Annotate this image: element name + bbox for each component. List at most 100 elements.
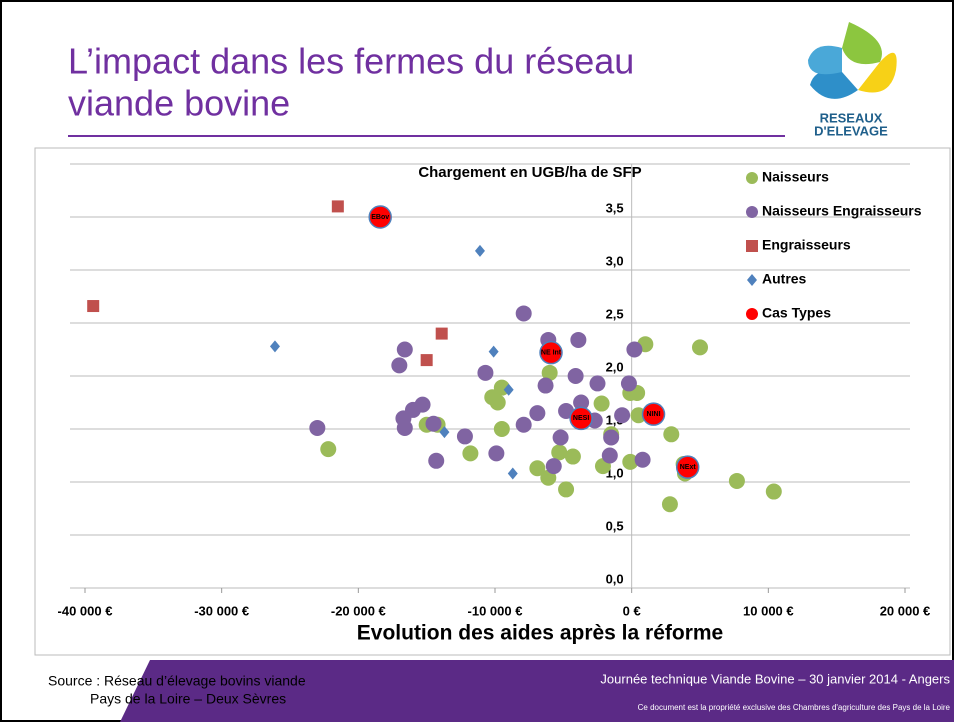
- logo-text: D'ELEVAGE: [814, 123, 888, 138]
- point: [269, 340, 280, 353]
- legend-swatch: [747, 274, 757, 286]
- point-label: EBov: [371, 214, 389, 221]
- point: [529, 460, 546, 477]
- point: [601, 447, 618, 464]
- logo: RESEAUX D'ELEVAGE: [808, 22, 897, 138]
- point: [570, 331, 587, 348]
- point: [558, 481, 575, 498]
- point: [396, 419, 413, 436]
- chart: 0,00,51,01,52,02,53,03,5-40 000 € -30 000…: [58, 163, 931, 645]
- legend-label: Engraisseurs: [762, 237, 851, 253]
- point: [589, 375, 606, 392]
- point: [567, 368, 584, 384]
- point: [414, 396, 431, 413]
- point: [488, 445, 505, 462]
- logo-petal: [858, 52, 897, 93]
- point: [614, 407, 631, 424]
- x-tick-label: -40 000 €: [58, 603, 113, 618]
- point: [593, 395, 610, 412]
- point: [539, 340, 563, 365]
- slide-title: viande bovine: [68, 83, 290, 124]
- point: [391, 357, 408, 374]
- point: [515, 416, 532, 433]
- point: [661, 496, 678, 513]
- x-axis-title: Evolution des aides après la réforme: [357, 622, 723, 645]
- point-label: NINI: [647, 411, 661, 418]
- footer-band: [120, 660, 954, 722]
- logo-text: RESEAUX: [820, 110, 883, 125]
- point: [564, 448, 581, 465]
- point: [515, 305, 532, 322]
- point: [552, 429, 569, 446]
- point: [529, 405, 546, 422]
- point: [484, 389, 501, 406]
- x-tick-label: 0 €: [623, 603, 641, 618]
- logo-petal: [842, 22, 882, 65]
- point: [641, 402, 666, 426]
- point: [545, 458, 562, 475]
- x-tick-label: -30 000 €: [194, 603, 249, 618]
- logo-petal: [810, 70, 858, 99]
- source: Pays de la Loire – Deux Sèvres: [90, 691, 286, 707]
- point: [507, 467, 518, 480]
- point: [474, 244, 485, 257]
- y-tick-label: 2,5: [606, 306, 624, 321]
- point: [728, 472, 745, 489]
- point-label: NE Int: [541, 350, 562, 357]
- point: [603, 429, 620, 446]
- point: [331, 200, 344, 213]
- slide-title: L’impact dans les fermes du réseau: [68, 41, 634, 82]
- point: [477, 364, 494, 381]
- legend-label: Naisseurs Engraisseurs: [762, 203, 922, 219]
- point: [425, 415, 442, 432]
- point: [626, 341, 643, 358]
- point: [622, 453, 639, 470]
- legend-label: Naisseurs: [762, 169, 829, 185]
- source: Source : Réseau d’élevage bovins viande: [48, 673, 306, 689]
- x-tick-label: -20 000 €: [331, 603, 386, 618]
- point: [439, 426, 450, 439]
- point-label: NExt: [680, 464, 697, 471]
- legend-swatch: [746, 308, 758, 320]
- y-tick-label: 0,5: [606, 518, 624, 533]
- legend-label: Cas Types: [762, 305, 831, 321]
- legend-swatch: [746, 206, 758, 218]
- logo-petal: [808, 45, 842, 75]
- x-tick-label: -10 000 €: [468, 603, 523, 618]
- point: [634, 451, 651, 468]
- point: [537, 377, 554, 394]
- point: [368, 205, 392, 229]
- y-tick-label: 3,5: [606, 200, 624, 215]
- point: [692, 339, 708, 356]
- footer-text: Journée technique Viande Bovine – 30 jan…: [600, 671, 950, 686]
- point: [87, 300, 100, 313]
- point: [420, 354, 433, 367]
- legend-swatch: [746, 240, 758, 252]
- point: [551, 444, 568, 461]
- point: [493, 421, 510, 437]
- chart-title: Chargement en UGB/ha de SFP: [418, 164, 641, 181]
- copyright: Ce document est la propriété exclusive d…: [638, 703, 951, 712]
- point: [488, 345, 499, 358]
- point: [435, 327, 448, 340]
- legend-label: Autres: [762, 271, 807, 287]
- x-tick-label: 20 000 €: [880, 603, 931, 618]
- x-tick-label: 10 000 €: [743, 603, 794, 618]
- point: [320, 441, 337, 458]
- y-tick-label: 0,0: [606, 571, 624, 586]
- point: [428, 452, 445, 469]
- point: [456, 428, 473, 445]
- point: [396, 341, 413, 358]
- y-tick-label: 2,0: [606, 359, 624, 374]
- point: [573, 394, 590, 411]
- point: [569, 406, 593, 431]
- point: [309, 419, 326, 436]
- point: [675, 455, 700, 479]
- point-label: NESI: [573, 415, 589, 422]
- point: [462, 445, 479, 462]
- point: [765, 483, 782, 500]
- point: [541, 364, 558, 381]
- point: [503, 383, 514, 396]
- y-tick-label: 3,0: [606, 253, 624, 268]
- point: [620, 375, 637, 392]
